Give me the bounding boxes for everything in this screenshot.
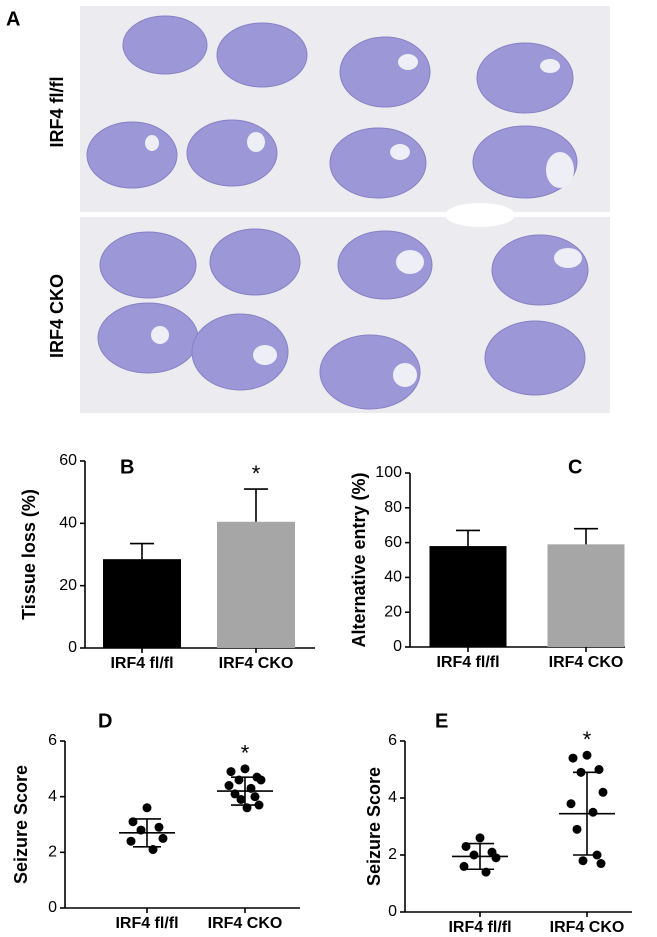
y-tick-label: 0 <box>48 899 57 916</box>
point <box>250 792 260 802</box>
y-tick-label: 20 <box>384 603 402 620</box>
bar <box>103 559 181 648</box>
point <box>224 781 234 791</box>
y-tick-label: 6 <box>48 732 57 749</box>
panel-label: E <box>435 710 448 732</box>
brain-slices <box>86 15 589 410</box>
point <box>566 799 576 809</box>
x-tick-label: IRF4 CKO <box>208 915 283 932</box>
significance: * <box>252 461 261 486</box>
y-tick-label: 60 <box>59 452 77 469</box>
x-tick-label: IRF4 fl/fl <box>110 655 173 672</box>
point <box>240 764 250 774</box>
point <box>475 833 485 843</box>
panel-label: A <box>6 8 20 30</box>
bar <box>429 546 507 647</box>
y-tick-label: 4 <box>388 789 397 806</box>
point <box>126 836 136 846</box>
y-tick-label: 0 <box>68 639 77 656</box>
point <box>154 822 164 832</box>
y-tick-label: 40 <box>384 569 402 586</box>
x-tick-label: IRF4 CKO <box>550 919 625 936</box>
histology-panel: A IRF4 fl/fl IRF4 CKO <box>6 6 610 413</box>
bar <box>547 544 625 647</box>
point <box>491 853 501 863</box>
panel-label: C <box>568 456 582 478</box>
y-tick-label: 60 <box>384 534 402 551</box>
point <box>142 803 152 813</box>
significance: * <box>241 741 250 766</box>
y-tick-label: 0 <box>393 638 402 655</box>
y-tick-label: 80 <box>384 499 402 516</box>
y-tick-label: 2 <box>48 844 57 861</box>
point <box>469 850 479 860</box>
x-tick-label: IRF4 fl/fl <box>448 919 511 936</box>
point <box>588 807 598 817</box>
y-tick-label: 100 <box>375 464 402 481</box>
y-tick-label: 6 <box>388 732 397 749</box>
point <box>598 787 608 797</box>
y-tick-label: 0 <box>388 903 397 920</box>
point <box>578 856 588 866</box>
y-tick-label: 40 <box>59 515 77 532</box>
y-axis-label: Tissue loss (%) <box>19 489 39 620</box>
y-tick-label: 2 <box>388 846 397 863</box>
x-tick-label: IRF4 fl/fl <box>436 654 499 671</box>
row-label: IRF4 fl/fl <box>47 77 67 148</box>
x-tick-label: IRF4 fl/fl <box>115 915 178 932</box>
y-axis-label: Alternative entry (%) <box>349 472 369 647</box>
point <box>236 794 246 804</box>
point <box>158 833 168 843</box>
row-label: IRF4 CKO <box>47 274 67 358</box>
y-axis-label: Seizure Score <box>364 767 384 886</box>
significance: * <box>583 727 592 752</box>
point <box>582 750 592 760</box>
bar <box>217 521 295 648</box>
point <box>572 824 582 834</box>
panel-label: D <box>98 710 112 732</box>
x-tick-label: IRF4 CKO <box>549 654 624 671</box>
point <box>568 753 578 763</box>
panel-label: B <box>120 456 134 478</box>
y-axis-label: Seizure Score <box>11 765 31 884</box>
x-tick-label: IRF4 CKO <box>219 655 294 672</box>
y-tick-label: 4 <box>48 788 57 805</box>
point <box>226 767 236 777</box>
point <box>596 859 606 869</box>
y-tick-label: 20 <box>59 577 77 594</box>
